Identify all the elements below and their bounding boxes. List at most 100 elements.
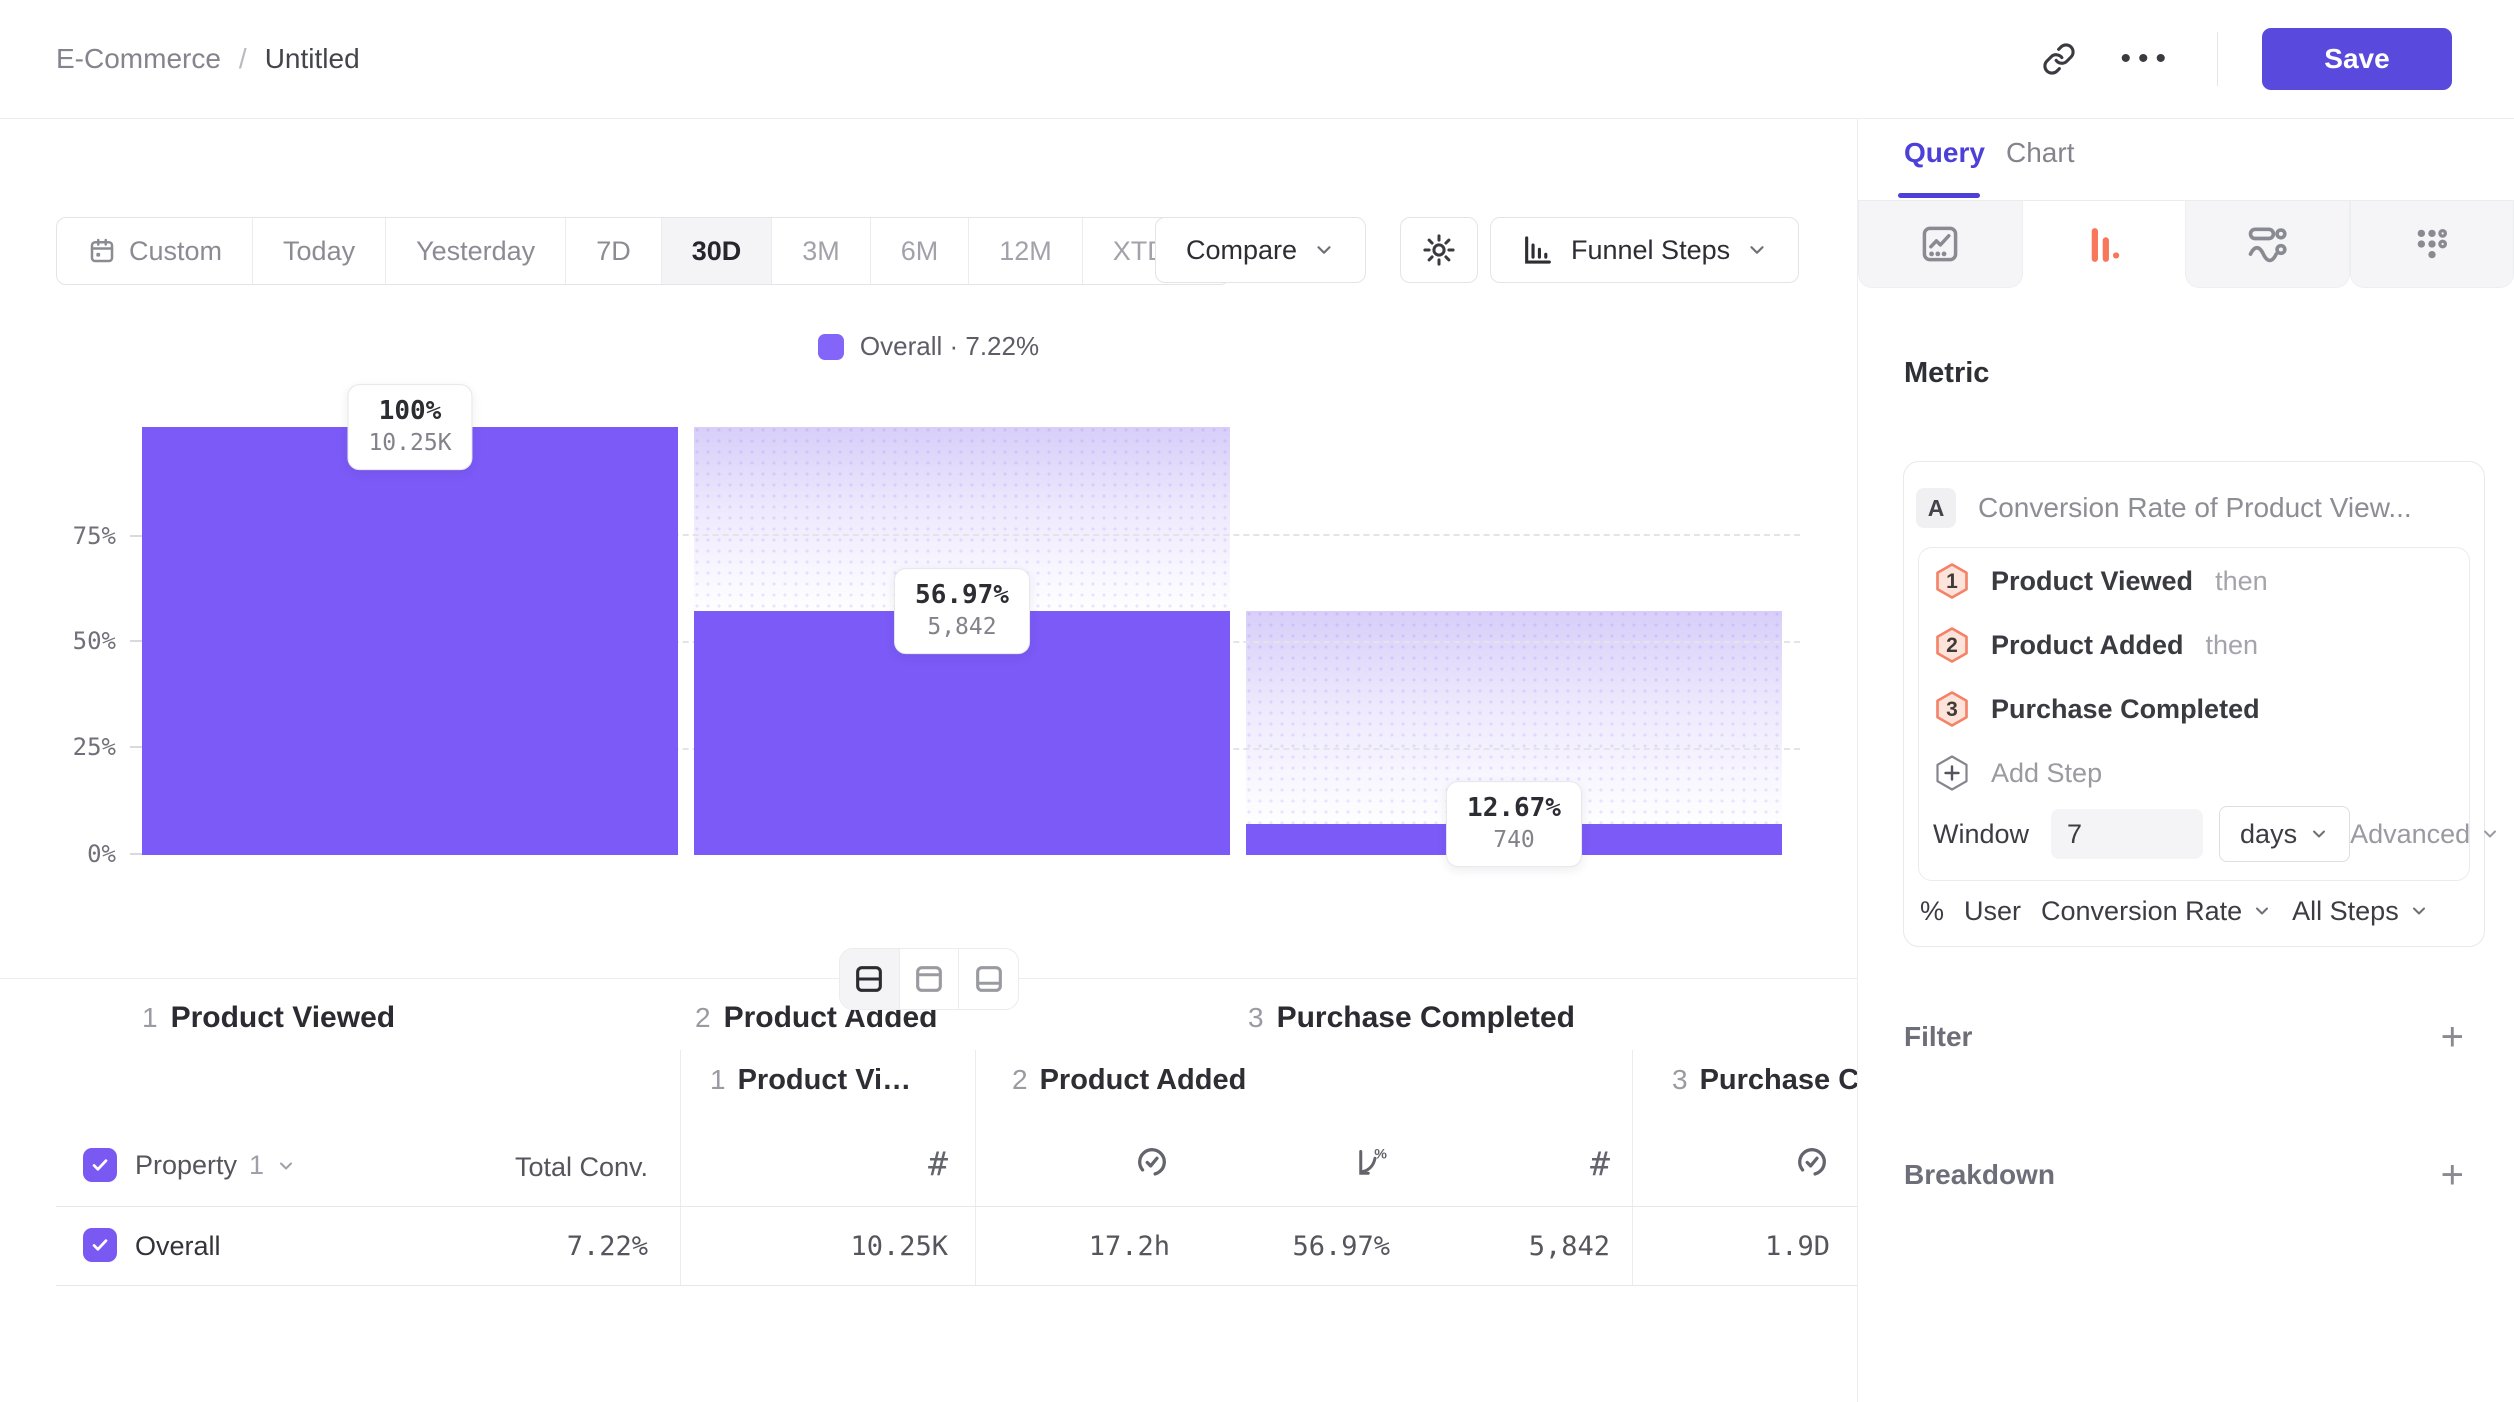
col-header-time-2[interactable]	[990, 1144, 1170, 1185]
funnel-bar-solid[interactable]	[142, 427, 678, 855]
funnel-value-label: 12.67% 740	[1446, 781, 1582, 867]
query-step-3[interactable]: 3 Purchase Completed	[1935, 690, 2260, 728]
retention-chart-tab[interactable]	[2185, 201, 2350, 288]
table-group-header-2: 2 Product Added	[1012, 1064, 1247, 1096]
metric-summary-row[interactable]: A Conversion Rate of Product View...	[1916, 488, 2412, 528]
save-button[interactable]: Save	[2262, 28, 2452, 90]
measurement-row: % User Conversion Rate All Steps	[1920, 880, 2429, 942]
steps-scope-selector[interactable]: All Steps	[2292, 896, 2429, 927]
y-axis-tick	[130, 535, 143, 537]
breakdown-section: Breakdown +	[1904, 1147, 2464, 1203]
select-all-checkbox[interactable]	[83, 1148, 117, 1182]
insights-chart-tab[interactable]	[1858, 201, 2023, 288]
report-main: Custom Today Yesterday 7D 30D 3M 6M 12M …	[0, 119, 1858, 1402]
date-range-7d[interactable]: 7D	[566, 218, 662, 284]
top-header: E-Commerce / Untitled ••• Save	[0, 0, 2514, 119]
date-range-30d-selected[interactable]: 30D	[661, 218, 773, 284]
funnels-chart-tab-selected[interactable]	[2022, 201, 2185, 288]
funnel-value-label: 100% 10.25K	[347, 384, 473, 470]
count-icon: #	[1590, 1144, 1610, 1183]
add-step-hexagon-icon	[1935, 754, 1969, 792]
chevron-down-icon	[1746, 239, 1768, 261]
y-axis-tick	[130, 853, 143, 855]
date-range-12m[interactable]: 12M	[969, 218, 1083, 284]
metric-heading: Metric	[1904, 357, 1990, 389]
date-range-3m[interactable]: 3M	[772, 218, 871, 284]
entity-selector[interactable]: User	[1964, 895, 2022, 926]
metric-title: Conversion Rate of Product View...	[1978, 492, 2412, 523]
chart-type-label: Funnel Steps	[1571, 234, 1731, 265]
col-header-rate-2[interactable]: %	[1210, 1144, 1390, 1185]
query-step-1[interactable]: 1 Product Viewed then	[1935, 562, 2268, 600]
col-header-time-3[interactable]	[1650, 1144, 1830, 1185]
date-range-custom[interactable]: Custom	[57, 218, 254, 284]
tab-chart[interactable]: Chart	[2006, 137, 2075, 168]
conversion-window-row: Window days Advanced	[1933, 804, 2497, 864]
layout-table-only-button[interactable]	[959, 949, 1018, 1009]
window-value-input[interactable]	[2051, 809, 2204, 859]
step-label-1: 1 Product Viewed	[142, 1001, 396, 1034]
funnel-bar-step-2[interactable]: 56.97% 5,842	[694, 427, 1230, 855]
y-axis-label-0: 0%	[87, 840, 116, 868]
chevron-down-icon	[2309, 824, 2329, 844]
cell-total-conv: 7.22%	[566, 1231, 648, 1262]
breadcrumb-current[interactable]: Untitled	[264, 43, 360, 74]
funnel-steps-card: 1 Product Viewed then 2 Product Added th…	[1918, 547, 2497, 881]
legend-item[interactable]: Overall · 7.22%	[817, 331, 1040, 362]
breadcrumb-parent[interactable]: E-Commerce	[56, 43, 221, 74]
row-divider	[56, 1285, 1857, 1286]
chevron-down-icon	[2252, 901, 2272, 921]
layout-split-view-button[interactable]	[840, 949, 900, 1009]
funnel-bars-icon	[1521, 233, 1555, 267]
layout-chart-only-button[interactable]	[900, 949, 960, 1009]
legend-swatch	[817, 333, 844, 360]
y-axis-label-75: 75%	[72, 522, 116, 550]
conversion-rate-icon: %	[1354, 1144, 1390, 1180]
funnel-value-label: 56.97% 5,842	[894, 568, 1030, 654]
cell-uniques-2: 5,842	[1528, 1231, 1610, 1262]
cell-time-2: 17.2h	[1088, 1231, 1170, 1262]
gear-icon	[1421, 232, 1457, 268]
compare-button[interactable]: Compare	[1155, 217, 1367, 283]
window-unit-select[interactable]: days	[2219, 806, 2351, 862]
add-filter-button[interactable]: +	[2440, 1015, 2464, 1059]
funnel-bar-step-1[interactable]: 100% 10.25K	[142, 384, 678, 855]
funnel-bar-step-3[interactable]: 12.67% 740	[1246, 427, 1782, 867]
header-divider	[2217, 32, 2218, 86]
query-step-2[interactable]: 2 Product Added then	[1935, 626, 2258, 664]
date-range-today[interactable]: Today	[253, 218, 387, 284]
row-checkbox[interactable]	[83, 1228, 117, 1262]
share-link-icon[interactable]	[2042, 42, 2076, 76]
breakdown-label: Breakdown	[1904, 1159, 2055, 1190]
add-step-button[interactable]: Add Step	[1935, 754, 2102, 792]
metric-badge: A	[1916, 488, 1956, 528]
add-breakdown-button[interactable]: +	[2440, 1153, 2464, 1197]
active-tab-underline	[1898, 193, 1980, 198]
chart-settings-button[interactable]	[1400, 217, 1478, 283]
col-header-uniques-1[interactable]: #	[700, 1144, 948, 1183]
row-label[interactable]: Overall	[135, 1231, 221, 1261]
advanced-toggle[interactable]: Advanced	[2350, 819, 2500, 850]
metric-type-selector[interactable]: Conversion Rate	[2041, 896, 2272, 927]
date-range-6m[interactable]: 6M	[871, 218, 970, 284]
y-axis-label-50: 50%	[72, 627, 116, 655]
total-conv-header[interactable]: Total Conv.	[514, 1152, 648, 1182]
filter-section: Filter +	[1904, 1009, 2464, 1065]
row-divider	[56, 1206, 1857, 1207]
chart-type-button[interactable]: Funnel Steps	[1490, 217, 1800, 283]
more-options-icon[interactable]: •••	[2120, 42, 2173, 75]
chevron-down-icon	[2409, 901, 2429, 921]
metric-card: A Conversion Rate of Product View... 1 P…	[1903, 461, 2497, 947]
tab-query[interactable]: Query	[1904, 137, 1985, 168]
col-header-uniques-2[interactable]: #	[1430, 1144, 1610, 1183]
cell-uniques-1: 10.25K	[850, 1231, 948, 1262]
cell-time-3: 1.9D	[1764, 1231, 1830, 1262]
compare-label: Compare	[1186, 234, 1298, 265]
more-charts-tab[interactable]	[2349, 201, 2514, 288]
legend-label: Overall · 7.22%	[859, 331, 1040, 361]
step-number-badge: 1	[1935, 562, 1969, 600]
date-range-yesterday[interactable]: Yesterday	[386, 218, 567, 284]
property-selector[interactable]: Property 1	[135, 1150, 296, 1181]
